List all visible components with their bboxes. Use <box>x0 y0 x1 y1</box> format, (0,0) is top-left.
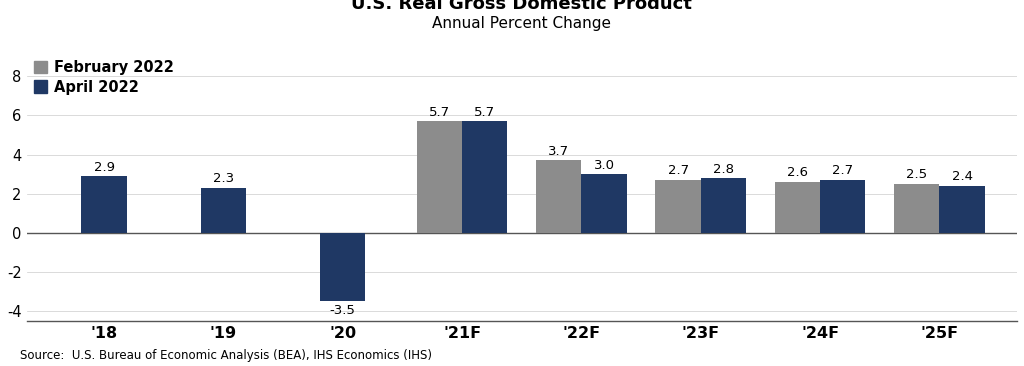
Text: 5.7: 5.7 <box>474 106 496 119</box>
Text: U.S. Real Gross Domestic Product: U.S. Real Gross Domestic Product <box>351 0 692 12</box>
Bar <box>894 184 939 233</box>
Bar <box>939 186 985 233</box>
Bar <box>537 160 582 233</box>
Text: 2.9: 2.9 <box>93 161 115 173</box>
Bar <box>582 174 627 233</box>
Text: 5.7: 5.7 <box>429 106 450 119</box>
Bar <box>417 122 462 233</box>
Text: 2.6: 2.6 <box>787 167 808 179</box>
Legend: February 2022, April 2022: February 2022, April 2022 <box>34 60 174 94</box>
Text: 3.0: 3.0 <box>594 158 614 172</box>
Bar <box>700 178 746 233</box>
Text: 2.5: 2.5 <box>906 168 928 182</box>
Text: 2.7: 2.7 <box>668 164 689 178</box>
Bar <box>775 182 820 233</box>
Text: 2.4: 2.4 <box>951 170 973 183</box>
Text: 2.8: 2.8 <box>713 163 734 176</box>
Text: -3.5: -3.5 <box>330 304 355 317</box>
Bar <box>462 122 508 233</box>
Text: 3.7: 3.7 <box>548 145 569 158</box>
Bar <box>820 180 865 233</box>
Text: Source:  U.S. Bureau of Economic Analysis (BEA), IHS Economics (IHS): Source: U.S. Bureau of Economic Analysis… <box>20 349 432 362</box>
Bar <box>82 176 127 233</box>
Bar <box>321 233 366 301</box>
Text: 2.7: 2.7 <box>833 164 853 178</box>
Text: 2.3: 2.3 <box>213 172 234 185</box>
Bar <box>655 180 700 233</box>
Bar <box>201 188 246 233</box>
Text: Annual Percent Change: Annual Percent Change <box>432 16 611 31</box>
